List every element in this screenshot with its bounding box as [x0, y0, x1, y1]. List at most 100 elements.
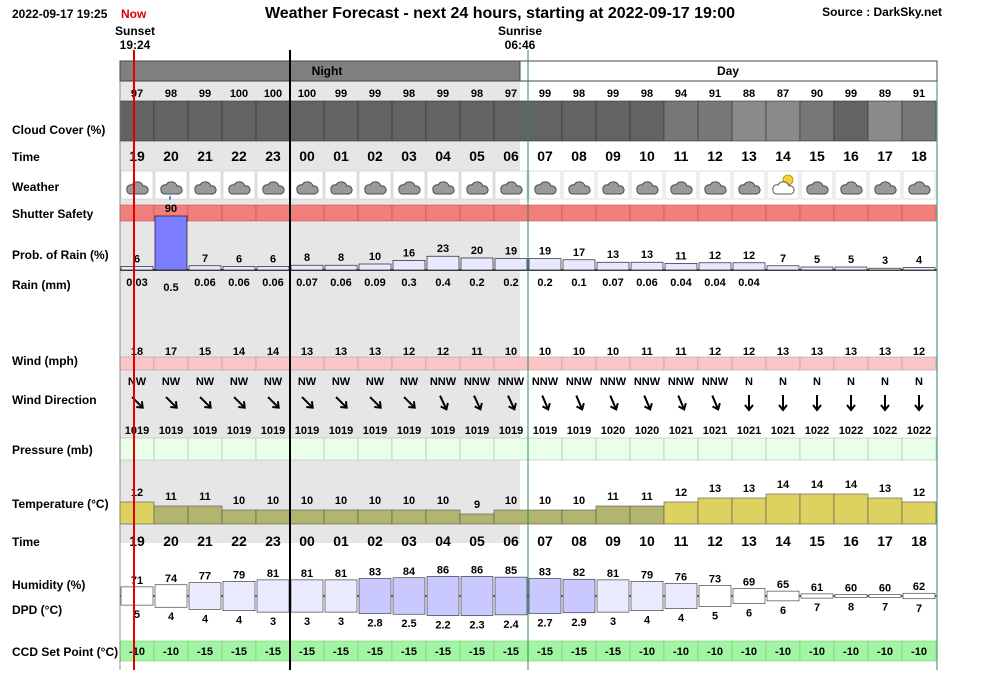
row-label-time: Time — [12, 150, 40, 164]
rain-amount-value: 0.2 — [537, 277, 552, 289]
pressure-value: 1019 — [397, 425, 421, 437]
temperature-bar — [663, 501, 699, 525]
row-label-wind: Wind (mph) — [12, 354, 78, 368]
row-label-temperature: Temperature (°C) — [12, 497, 109, 511]
pressure-value: 1019 — [125, 425, 149, 437]
wind-arrow-icon — [880, 395, 890, 412]
hour-label-bottom: 08 — [571, 533, 587, 549]
night-background — [120, 61, 520, 543]
pressure-cell — [697, 437, 733, 461]
shutter-safety-cell — [731, 204, 767, 222]
pressure-value: 1020 — [635, 425, 659, 437]
temperature-bar — [425, 509, 461, 525]
rain-probability-value: 13 — [607, 249, 619, 261]
ccd-set-point-value: -10 — [775, 646, 791, 658]
row-label-weather: Weather — [12, 180, 59, 194]
temperature-bar — [765, 493, 801, 525]
humidity-value: 81 — [607, 568, 619, 580]
rain-probability-value: 16 — [403, 247, 415, 259]
row-label-rain: Rain (mm) — [12, 278, 71, 292]
humidity-bar — [528, 578, 562, 614]
cloud-cover-value: 99 — [607, 88, 619, 100]
temperature-bar — [833, 493, 869, 525]
wind-direction-label: NNW — [532, 376, 559, 388]
hour-label-bottom: 09 — [605, 533, 621, 549]
pressure-value: 1021 — [669, 425, 693, 437]
rain-amount-value: 0.4 — [435, 277, 451, 289]
temperature-bar — [731, 497, 767, 525]
hour-label: 13 — [741, 148, 757, 164]
cloud-cover-bar — [221, 100, 257, 142]
wind-speed-value: 13 — [301, 346, 313, 358]
wind-speed-cell — [561, 356, 597, 371]
humidity-value: 61 — [811, 582, 823, 594]
dpd-value: 4 — [644, 615, 651, 627]
rain-probability-value: 13 — [641, 249, 653, 261]
cloud-cover-bar — [595, 100, 631, 142]
dpd-value: 4 — [678, 613, 685, 625]
rain-probability-value: 10 — [369, 251, 381, 263]
cloud-cover-bar — [255, 100, 291, 142]
cloud-icon — [602, 181, 625, 195]
row-label-prob-rain: Prob. of Rain (%) — [12, 248, 109, 262]
wind-direction-label: NW — [128, 376, 147, 388]
temperature-value: 14 — [811, 479, 824, 491]
wind-arrow-icon — [711, 395, 721, 411]
ccd-set-point-value: -10 — [877, 646, 893, 658]
hour-label-bottom: 10 — [639, 533, 655, 549]
hour-label-bottom: 03 — [401, 533, 417, 549]
shutter-safety-cell — [527, 204, 563, 222]
rain-probability-value: 8 — [338, 252, 344, 264]
wind-arrow-icon — [609, 395, 619, 411]
rain-probability-value: 5 — [848, 254, 854, 266]
temperature-bar — [357, 509, 393, 525]
rain-probability-value: 4 — [916, 255, 923, 267]
wind-arrow-icon — [914, 395, 924, 412]
shutter-safety-cell — [799, 204, 835, 222]
pressure-cell — [119, 437, 155, 461]
pressure-value: 1019 — [567, 425, 591, 437]
shutter-safety-cell — [629, 204, 665, 222]
dpd-value: 2.8 — [367, 618, 382, 630]
humidity-value: 69 — [743, 576, 755, 588]
cloud-cover-value: 89 — [879, 88, 891, 100]
pressure-value: 1019 — [261, 425, 285, 437]
wind-speed-value: 13 — [777, 346, 789, 358]
rain-amount-value: 0.04 — [670, 277, 692, 289]
rain-amount-value: 0.07 — [296, 277, 317, 289]
wind-speed-cell — [867, 356, 903, 371]
shutter-safety-cell — [391, 204, 427, 222]
wind-arrow-icon — [233, 396, 246, 409]
wind-speed-cell — [289, 356, 325, 371]
wind-direction-label: N — [881, 376, 889, 388]
humidity-value: 74 — [165, 573, 178, 585]
shutter-safety-cell — [833, 204, 869, 222]
rain-probability-bar — [426, 255, 460, 271]
wind-direction-label: NW — [400, 376, 419, 388]
hour-label: 06 — [503, 148, 519, 164]
wind-speed-cell — [255, 356, 291, 371]
dpd-value: 3 — [610, 616, 616, 628]
pressure-cell — [153, 437, 189, 461]
humidity-bar — [222, 581, 256, 611]
ccd-set-point-cell — [901, 640, 937, 662]
cloud-cover-bar — [391, 100, 427, 142]
hour-label: 08 — [571, 148, 587, 164]
ccd-set-point-value: -15 — [197, 646, 213, 658]
rain-amount-value: 0.06 — [330, 277, 351, 289]
source-label: Source : DarkSky.net — [822, 5, 942, 19]
hour-label: 15 — [809, 148, 825, 164]
humidity-bar — [630, 581, 664, 611]
cloud-cover-value: 99 — [335, 88, 347, 100]
dpd-value: 4 — [236, 615, 243, 627]
pressure-cell — [527, 437, 563, 461]
hour-label-bottom: 22 — [231, 533, 247, 549]
temperature-value: 14 — [777, 479, 790, 491]
wind-direction-label: N — [813, 376, 821, 388]
hour-label-bottom: 21 — [197, 533, 213, 549]
ccd-set-point-value: -15 — [469, 646, 485, 658]
humidity-value: 77 — [199, 571, 211, 583]
wind-direction-label: NNW — [634, 376, 661, 388]
pressure-cell — [901, 437, 937, 461]
day-label: Day — [717, 64, 739, 78]
